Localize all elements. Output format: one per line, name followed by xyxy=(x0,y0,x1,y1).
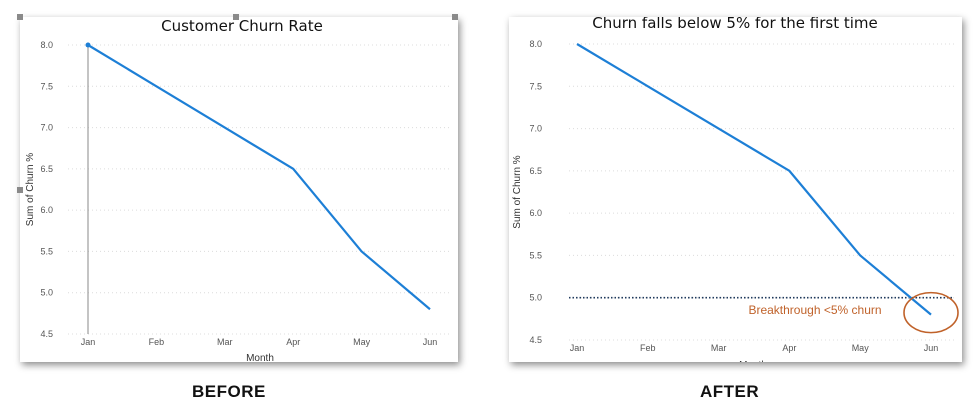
series-line xyxy=(576,43,932,316)
y-tick-label: 4.5 xyxy=(40,329,53,339)
x-tick-label: Jan xyxy=(570,343,585,353)
y-tick-label: 5.0 xyxy=(529,293,542,303)
x-tick-label: Apr xyxy=(782,343,796,353)
y-tick-label: 7.5 xyxy=(529,81,542,91)
chart-title: Customer Churn Rate xyxy=(161,17,323,35)
x-tick-label: Feb xyxy=(149,337,165,347)
y-tick-label: 6.5 xyxy=(40,164,53,174)
y-tick-label: 6.0 xyxy=(40,205,53,215)
x-axis-label: Month xyxy=(739,360,767,362)
x-tick-label: Jun xyxy=(924,343,939,353)
chart-after-svg: 8.0 7.5 7.0 6.5 6.0 5.5 5.0 4.5 Jan Feb Mar Apr May J… xyxy=(512,17,959,362)
resize-handle[interactable] xyxy=(452,14,458,20)
x-tick-label: Jan xyxy=(81,337,96,347)
resize-handle[interactable] xyxy=(233,14,239,20)
y-axis-label: Sum of Churn % xyxy=(25,153,36,226)
annotation-circle xyxy=(903,291,959,334)
y-tick-label: 7.0 xyxy=(40,123,53,133)
resize-handle[interactable] xyxy=(17,14,23,20)
y-axis-label: Sum of Churn % xyxy=(512,155,523,228)
chart-before-svg: 8.0 7.5 7.0 6.5 6.0 5.5 5.0 4.5 Jan Feb Mar Apr May J… xyxy=(25,17,452,362)
y-tick-label: 4.5 xyxy=(529,335,542,345)
y-tick-label: 8.0 xyxy=(40,40,53,50)
x-axis-label: Month xyxy=(246,353,274,362)
chart-panel-before[interactable]: 8.0 7.5 7.0 6.5 6.0 5.5 5.0 4.5 Jan Feb Mar Apr May J… xyxy=(20,17,458,362)
y-tick-label: 5.5 xyxy=(529,250,542,260)
series-line xyxy=(87,44,431,311)
y-tick-label: 7.0 xyxy=(529,124,542,134)
chart-title: Churn falls below 5% for the first time xyxy=(592,17,878,32)
x-tick-label: Mar xyxy=(217,337,233,347)
y-tick-label: 8.0 xyxy=(529,39,542,49)
x-tick-label: May xyxy=(852,343,870,353)
caption-before: BEFORE xyxy=(192,382,266,401)
x-tick-label: Jun xyxy=(423,337,438,347)
y-tick-label: 5.0 xyxy=(40,288,53,298)
x-tick-label: May xyxy=(353,337,371,347)
x-tick-label: Feb xyxy=(640,343,656,353)
x-tick-label: Apr xyxy=(286,337,300,347)
y-tick-label: 6.5 xyxy=(529,166,542,176)
y-tick-label: 5.5 xyxy=(40,246,53,256)
x-tick-label: Mar xyxy=(711,343,727,353)
caption-after: AFTER xyxy=(700,382,760,401)
resize-handle[interactable] xyxy=(17,187,23,193)
annotation-text: Breakthrough <5% churn xyxy=(748,303,881,317)
y-tick-label: 7.5 xyxy=(40,81,53,91)
chart-panel-after[interactable]: 8.0 7.5 7.0 6.5 6.0 5.5 5.0 4.5 Jan Feb Mar Apr May J… xyxy=(509,17,962,362)
y-tick-label: 6.0 xyxy=(529,208,542,218)
